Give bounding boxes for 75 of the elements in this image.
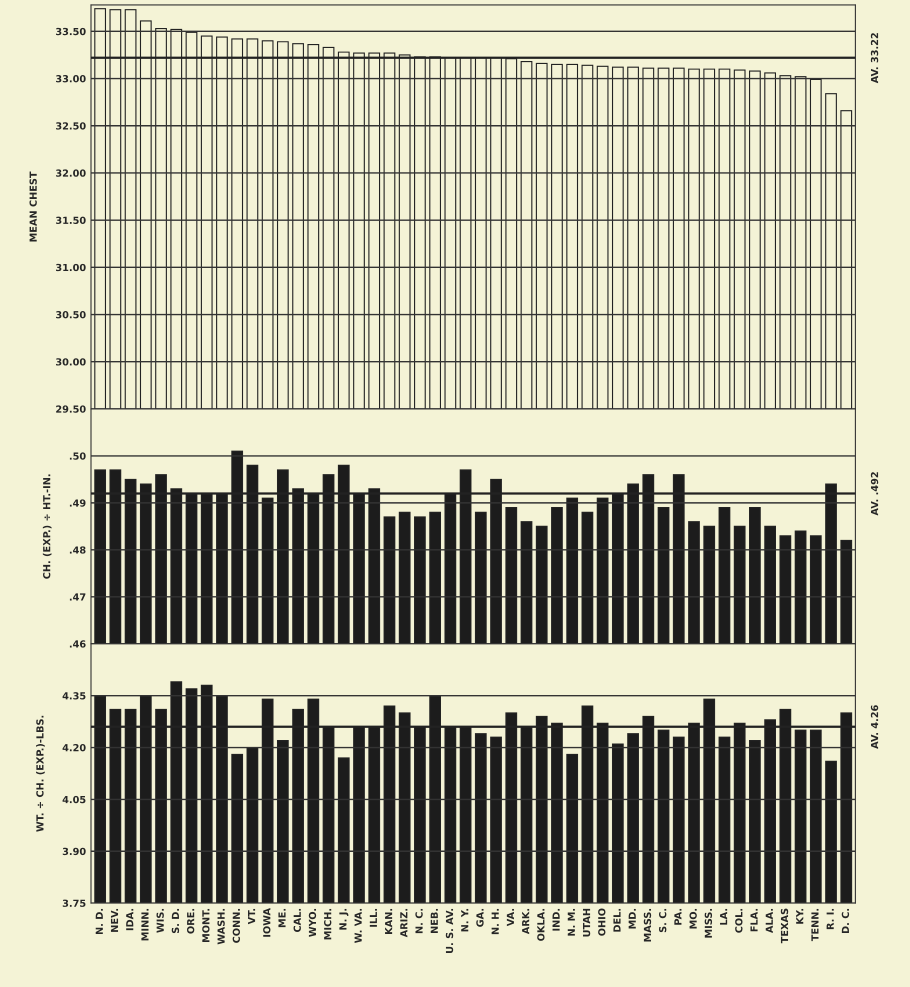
y-axis-title: CH. (EXP.) ÷ HT.-IN.	[42, 474, 52, 579]
x-tick-label: D. C.	[842, 908, 850, 934]
x-tick-label: MO.	[689, 908, 697, 928]
x-tick-label: N. H.	[492, 908, 499, 934]
x-tick-label: MINN.	[141, 908, 148, 940]
x-tick-label: MISS.	[704, 908, 712, 938]
x-tick-label: KAN.	[385, 908, 392, 934]
x-tick-label: R. I.	[826, 908, 834, 930]
x-tick-label: NEV.	[110, 908, 118, 932]
x-tick-label: ARIZ.	[400, 908, 408, 938]
x-tick-label: MICH.	[324, 908, 332, 940]
x-tick-label: TENN.	[811, 908, 818, 942]
x-tick-label: COL.	[735, 908, 742, 933]
y-tick-label: 4.20	[62, 744, 86, 752]
x-tick-label: UTAH	[583, 908, 590, 937]
x-tick-label: N. D.	[96, 908, 103, 934]
y-tick-label: 30.50	[56, 311, 86, 318]
y-tick-label: 3.75	[62, 900, 86, 907]
x-tick-label: ALA.	[766, 908, 773, 934]
y-tick-label: 32.50	[56, 122, 86, 130]
y-tick-label: .48	[70, 546, 86, 554]
x-tick-label: VA.	[506, 908, 514, 926]
x-tick-label: CAL.	[294, 908, 301, 932]
x-tick-label: DEL.	[613, 908, 621, 932]
y-tick-label: .47	[70, 593, 86, 601]
x-tick-label: S. C.	[659, 908, 666, 932]
y-tick-label: 32.00	[56, 169, 86, 177]
y-tick-label: 3.90	[62, 848, 86, 856]
y-tick-label: 33.00	[56, 75, 86, 82]
y-tick-label: 30.00	[56, 358, 86, 366]
x-tick-label: ILL.	[370, 908, 377, 927]
x-tick-label: S. D.	[172, 908, 180, 934]
y-tick-label: .49	[70, 499, 86, 507]
y-tick-label: 4.35	[62, 692, 86, 700]
x-tick-label: MASS.	[644, 908, 652, 942]
x-tick-label: LA.	[720, 908, 728, 925]
x-tick-label: TEXAS	[780, 908, 788, 944]
x-tick-label: N. J.	[339, 908, 348, 930]
x-tick-label: CONN.	[232, 908, 240, 943]
x-tick-label: N. Y.	[461, 908, 468, 932]
ref-line-label: AV. 33.22	[870, 33, 878, 84]
x-tick-label: KY.	[796, 908, 804, 924]
x-tick-label: WYO.	[308, 908, 316, 937]
x-tick-label: IDA.	[126, 908, 134, 930]
y-tick-label: 4.05	[62, 796, 86, 804]
y-tick-label: 31.00	[56, 264, 86, 272]
x-tick-label: OHIO	[598, 908, 606, 936]
x-tick-label: WASH.	[217, 908, 225, 944]
x-tick-label: NEB.	[430, 908, 438, 933]
y-tick-label: .46	[70, 640, 86, 648]
x-tick-label: ME.	[278, 908, 286, 928]
x-tick-label: N. C.	[415, 908, 423, 934]
y-axis-title: WT. ÷ CH. (EXP.)-LBS.	[36, 716, 45, 832]
ref-line-label: AV. 4.26	[870, 705, 878, 749]
y-tick-label: 31.50	[56, 216, 86, 224]
y-tick-label: .50	[70, 452, 86, 460]
x-tick-label: U. S. AV.	[446, 908, 454, 953]
x-tick-label: IOWA	[263, 908, 270, 937]
x-tick-label: GA.	[476, 908, 484, 927]
x-tick-label: ARK.	[522, 908, 530, 934]
x-tick-label: MONT.	[202, 908, 210, 942]
y-tick-label: 29.50	[56, 405, 86, 413]
x-tick-label: FLA.	[750, 908, 758, 932]
x-tick-label: PA.	[674, 908, 682, 925]
ref-line-label: AV. .492	[870, 472, 878, 516]
x-tick-label: IND.	[552, 908, 560, 931]
y-tick-label: 33.50	[56, 28, 86, 36]
x-tick-label: VT.	[248, 908, 256, 924]
x-tick-label: WIS.	[156, 908, 164, 933]
x-tick-label: N. M.	[568, 908, 575, 936]
y-axis-title: MEAN CHEST	[29, 172, 37, 242]
x-tick-label: W. VA.	[354, 908, 362, 943]
x-tick-label: ORE.	[186, 908, 194, 934]
x-tick-label: OKLA.	[537, 908, 545, 941]
x-tick-label: MD.	[628, 908, 636, 929]
